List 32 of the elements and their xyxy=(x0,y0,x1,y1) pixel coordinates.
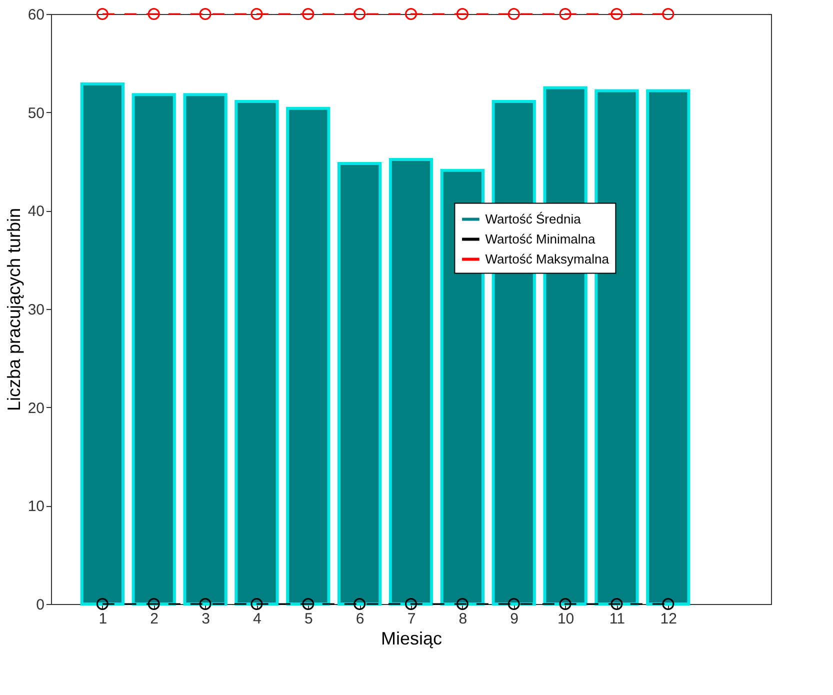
y-tick-label: 0 xyxy=(36,596,44,614)
y-tick-label: 30 xyxy=(28,302,44,318)
bar xyxy=(132,93,176,606)
bar xyxy=(338,162,382,606)
y-axis-title: Liczba pracujących turbin xyxy=(4,208,24,412)
legend-label: Wartość Maksymalna xyxy=(485,251,610,266)
x-tick-label: 10 xyxy=(557,610,574,628)
y-tick-label: 10 xyxy=(28,498,44,516)
x-tick-label: 7 xyxy=(407,610,416,628)
bar xyxy=(183,93,228,606)
bar xyxy=(646,89,690,606)
x-tick-label: 8 xyxy=(458,610,468,628)
x-tick-label: 9 xyxy=(510,610,519,628)
y-tick-label: 60 xyxy=(28,6,44,24)
series-label: Wartość Średnia xyxy=(485,211,582,226)
x-tick-label: 11 xyxy=(609,610,626,628)
x-tick-label: 4 xyxy=(253,610,262,628)
y-tick-label: 20 xyxy=(28,400,44,417)
bar xyxy=(80,82,124,606)
bar xyxy=(286,106,330,606)
x-tick-label: 12 xyxy=(660,610,677,628)
y-tick-label: 40 xyxy=(28,203,44,220)
bar xyxy=(234,100,279,606)
x-tick-label: 1 xyxy=(98,610,108,628)
y-tick-label: 50 xyxy=(28,104,44,122)
x-tick-label: 3 xyxy=(202,610,210,628)
x-tick-label: 2 xyxy=(150,610,159,628)
x-tick-label: 6 xyxy=(356,610,364,628)
bar xyxy=(388,158,434,606)
x-axis-title: Miesiąc xyxy=(380,628,442,648)
x-tick-label: 5 xyxy=(304,610,313,628)
legend-label: Wartość Minimalna xyxy=(485,231,596,246)
